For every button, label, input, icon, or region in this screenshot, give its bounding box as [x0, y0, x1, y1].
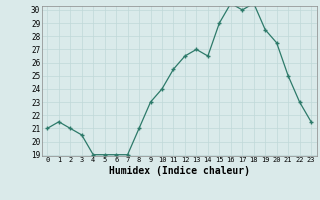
- X-axis label: Humidex (Indice chaleur): Humidex (Indice chaleur): [109, 166, 250, 176]
